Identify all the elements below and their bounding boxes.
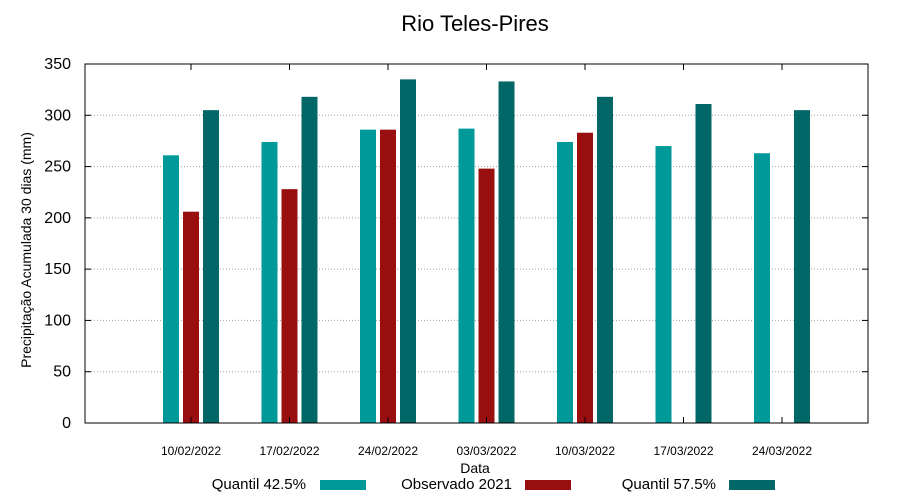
y-tick-label: 350 xyxy=(44,56,71,73)
bars xyxy=(163,79,810,424)
legend-label: Quantil 57.5% xyxy=(622,476,716,493)
bar xyxy=(695,104,712,423)
bar xyxy=(400,79,416,423)
bar xyxy=(478,168,495,423)
bar xyxy=(458,128,475,423)
y-ticks: 0 50 100 150 200 250 300 350 xyxy=(44,56,868,432)
chart-title: Rio Teles-Pires xyxy=(401,11,549,36)
legend-label: Observado 2021 xyxy=(401,476,512,493)
y-tick-label: 50 xyxy=(53,364,71,381)
bar xyxy=(754,153,770,424)
legend-label: Quantil 42.5% xyxy=(212,476,306,493)
x-tick-label: 17/03/2022 xyxy=(653,444,713,458)
x-tick-label: 10/03/2022 xyxy=(555,444,615,458)
bar xyxy=(203,110,219,424)
bar xyxy=(261,141,278,423)
y-tick-label: 200 xyxy=(44,210,71,227)
legend-swatch xyxy=(729,480,775,490)
x-tick-label: 10/02/2022 xyxy=(161,444,221,458)
legend-swatch xyxy=(320,480,366,490)
bar xyxy=(301,96,318,423)
bar xyxy=(380,129,396,423)
bar xyxy=(577,132,593,424)
x-axis-label: Data xyxy=(460,460,490,476)
x-ticks: 10/02/2022 17/02/2022 24/02/2022 03/03/2022… xyxy=(161,64,812,458)
bar xyxy=(163,155,179,423)
grid xyxy=(85,114,868,373)
bar xyxy=(557,141,573,423)
y-tick-label: 250 xyxy=(44,159,71,176)
y-tick-label: 0 xyxy=(62,415,71,432)
legend-swatch xyxy=(525,480,571,490)
y-tick-label: 100 xyxy=(44,312,71,329)
y-axis-label: Precipitação Acumulada 30 dias (mm) xyxy=(18,132,34,368)
y-tick-label: 300 xyxy=(44,107,71,124)
bar xyxy=(281,189,298,423)
x-tick-label: 24/03/2022 xyxy=(752,444,812,458)
bar xyxy=(183,211,199,423)
legend: Quantil 42.5% Observado 2021 Quantil 57.5% xyxy=(212,476,775,493)
x-tick-label: 03/03/2022 xyxy=(456,444,516,458)
bar xyxy=(794,110,810,424)
bar xyxy=(655,146,672,424)
bar xyxy=(360,129,376,423)
plot-frame xyxy=(84,63,869,424)
y-tick-label: 150 xyxy=(44,261,71,278)
bar xyxy=(498,81,515,424)
x-tick-label: 17/02/2022 xyxy=(259,444,319,458)
bar xyxy=(597,96,613,423)
x-tick-label: 24/02/2022 xyxy=(358,444,418,458)
